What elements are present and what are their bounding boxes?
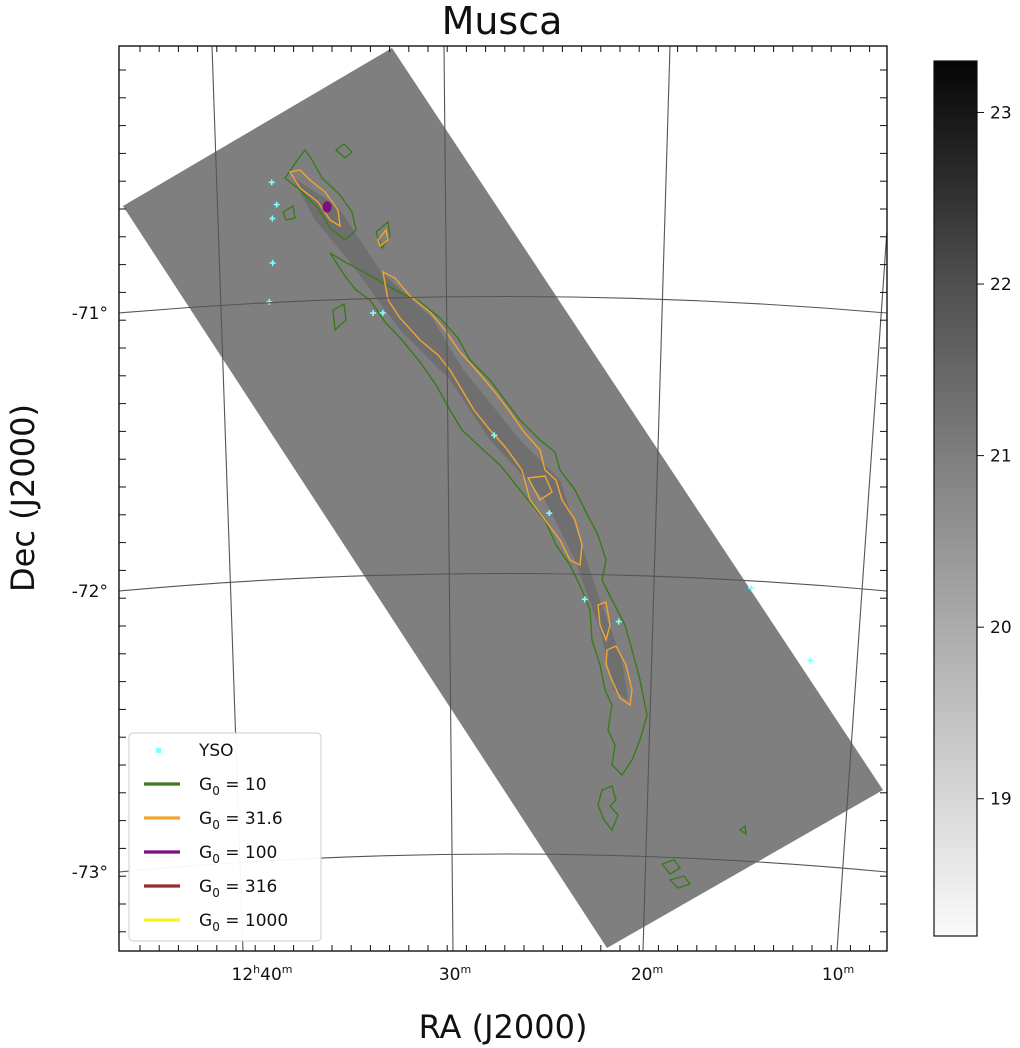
yso-marker (273, 201, 280, 208)
legend-label: G0 = 1000 (199, 911, 288, 934)
grid-dec-71 (119, 295, 887, 314)
yso-marker (269, 215, 276, 222)
colorbar-tick-label: 21 (990, 447, 1012, 467)
colorbar-tick-label: 19 (990, 790, 1012, 810)
yso-markers (266, 179, 814, 664)
legend-label: G0 = 100 (199, 843, 277, 866)
x-axis-label: RA (J2000) (419, 1008, 588, 1046)
filament-shading (291, 176, 628, 700)
legend-label: G0 = 31.6 (199, 809, 283, 832)
yso-marker (491, 432, 498, 439)
x-tick-label: 30m (439, 963, 471, 985)
contour-g0-100 (322, 201, 332, 213)
y-axis-label: Dec (J2000) (4, 404, 42, 592)
contour-g0-31-6 (288, 169, 633, 707)
legend-item: G0 = 100 (144, 843, 277, 866)
legend-label: G0 = 316 (199, 877, 277, 900)
column-density-image (123, 48, 883, 948)
yso-marker (546, 510, 553, 517)
legend-label: YSO (198, 741, 234, 761)
legend-item: G0 = 31.6 (144, 809, 283, 832)
frame-ticks (119, 46, 887, 951)
grid-ra-20 (642, 46, 671, 951)
colorbar-tick-label: 20 (990, 618, 1012, 638)
yso-marker (615, 618, 622, 625)
yso-marker (807, 657, 814, 664)
legend-item: G0 = 1000 (144, 911, 288, 934)
yso-marker (581, 596, 588, 603)
y-tick-label: -71° (72, 304, 108, 324)
yso-marker (268, 179, 275, 186)
legend-item: YSO (156, 741, 234, 761)
y-tick-label: -73° (72, 863, 108, 883)
contour-g0-10 (282, 143, 747, 889)
chart-title: Musca (442, 0, 563, 43)
x-tick-label: 12h40m (232, 963, 293, 985)
yso-marker (266, 298, 273, 305)
yso-marker (379, 310, 386, 316)
legend-label: G0 = 10 (199, 775, 267, 798)
yso-marker (269, 259, 276, 266)
colorbar-gradient (933, 60, 978, 937)
x-tick-label: 10m (822, 963, 854, 985)
yso-marker (748, 585, 755, 592)
yso-legend-marker (156, 748, 161, 753)
colorbar-tick-label: 23 (990, 103, 1012, 123)
yso-marker (370, 310, 377, 316)
coordinate-grid (119, 46, 887, 951)
plot-frame (118, 45, 888, 952)
x-tick-label: 20m (631, 963, 663, 985)
y-tick-label: -72° (72, 582, 108, 602)
grid-ra-10 (836, 229, 887, 951)
colorbar-tick-label: 22 (990, 275, 1012, 295)
legend-item: G0 = 316 (144, 877, 277, 900)
grid-ra-30 (443, 46, 454, 951)
legend-item: G0 = 10 (144, 775, 267, 798)
legend-box (128, 732, 322, 942)
colorbar: 19 20 21 22 23 (933, 60, 1012, 937)
legend: YSO G0 = 10 G0 = 31.6 G0 = 100 G0 = 316 G0 = … (128, 732, 322, 942)
grid-dec-72 (119, 572, 887, 592)
map-area (119, 46, 887, 951)
